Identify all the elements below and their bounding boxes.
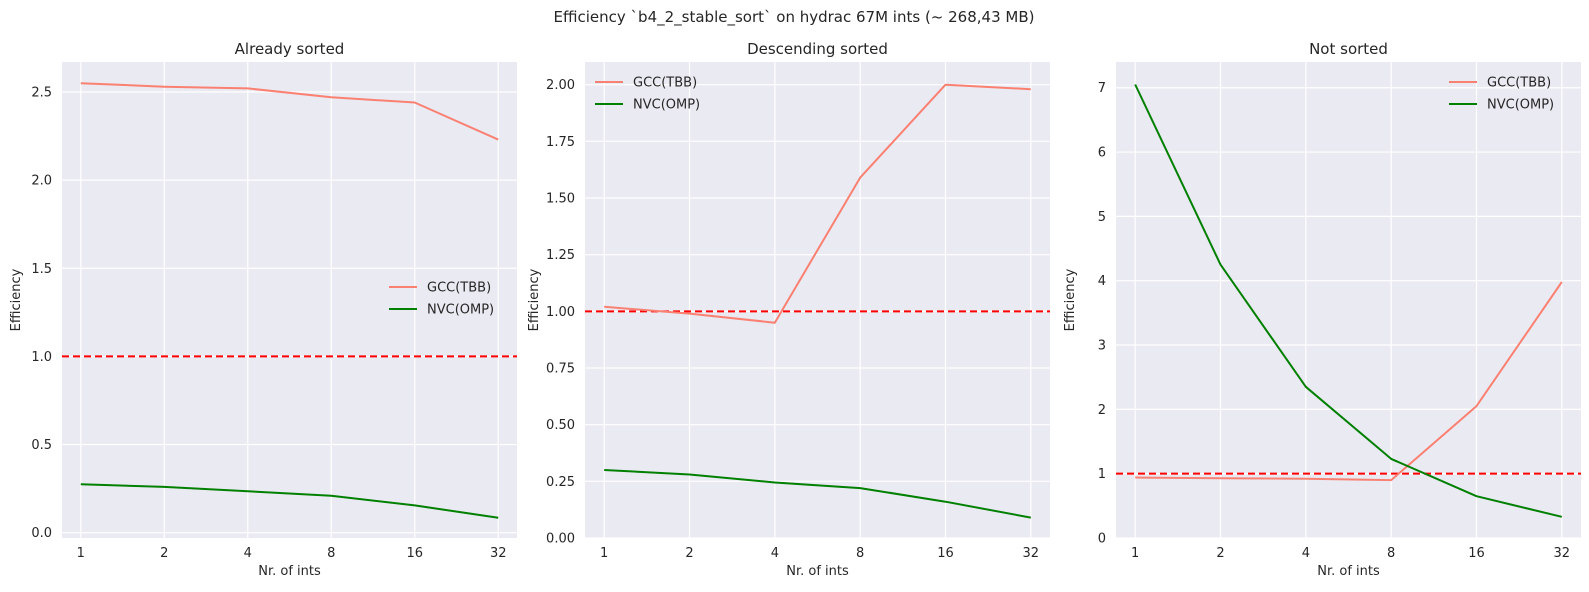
y-tick-label: 0 [1098,532,1106,547]
x-axis-label: Nr. of ints [1317,564,1380,579]
x-tick-label: 8 [856,546,864,561]
chart-title: Descending sorted [747,40,888,58]
series-line-gcc [80,82,499,141]
y-tick-label: 1.0 [31,350,52,365]
y-tick-label: 0.00 [546,532,575,547]
x-tick-label: 16 [937,546,954,561]
y-tick-label: 0.75 [546,362,575,377]
x-axis-label: Nr. of ints [786,564,849,579]
y-tick-label: 2.00 [546,78,575,93]
y-tick-label: 2 [1098,403,1106,418]
x-tick-label: 4 [771,546,779,561]
series-line-nvc [604,469,1031,519]
series-line-nvc [80,483,499,519]
y-tick-label: 3 [1098,339,1106,354]
legend-label-nvc: NVC(OMP) [633,98,700,113]
x-tick-label: 2 [160,546,168,561]
x-tick-label: 4 [244,546,252,561]
x-tick-label: 1 [77,546,85,561]
x-tick-label: 1 [600,546,608,561]
x-tick-label: 2 [685,546,693,561]
y-tick-label: 1.50 [546,192,575,207]
x-tick-label: 1 [1131,546,1139,561]
legend-label-gcc: GCC(TBB) [1487,76,1551,91]
x-tick-label: 2 [1216,546,1224,561]
chart-panel-3: Not sorted 0 1 2 3 4 5 6 7 1 2 4 8 16 32 Nr. of ints Eff… [1063,40,1581,579]
y-tick-label: 6 [1098,146,1106,161]
y-axis-label: Efficiency [527,268,542,331]
x-tick-label: 8 [327,546,335,561]
x-tick-label: 32 [1023,546,1040,561]
series-line-gcc [604,83,1031,324]
chart-panel-1: Already sorted 0.0 0.5 1.0 1.5 2.0 2.5 1 2 4 8 16 32… [9,40,517,579]
legend-label-nvc: NVC(OMP) [427,303,494,318]
chart-title: Already sorted [235,40,345,58]
y-tick-label: 7 [1098,81,1106,96]
legend: GCC(TBB) NVC(OMP) [595,76,700,113]
x-tick-label: 16 [1468,546,1485,561]
y-tick-label: 2.0 [31,174,52,189]
legend-label-nvc: NVC(OMP) [1487,98,1554,113]
y-tick-label: 0.0 [31,526,52,541]
y-tick-label: 0.50 [546,418,575,433]
x-tick-label: 8 [1387,546,1395,561]
y-tick-label: 1.75 [546,135,575,150]
x-tick-label: 32 [490,546,507,561]
plot-area [1116,62,1581,538]
y-axis-label: Efficiency [9,268,24,331]
legend: GCC(TBB) NVC(OMP) [389,281,494,318]
y-tick-label: 1.00 [546,305,575,320]
series-line-nvc [1134,84,1563,518]
plot-area [585,62,1050,538]
legend: GCC(TBB) NVC(OMP) [1449,76,1554,113]
y-tick-label: 0.5 [31,438,52,453]
plot-area [62,62,517,538]
chart-panel-2: Descending sorted 0.00 0.25 0.50 0.75 1.00 1.2… [527,40,1050,579]
y-tick-label: 5 [1098,210,1106,225]
y-tick-label: 4 [1098,274,1106,289]
x-axis-label: Nr. of ints [258,564,321,579]
y-tick-label: 1.5 [31,262,52,277]
x-tick-label: 16 [406,546,423,561]
y-axis-label: Efficiency [1063,268,1078,331]
y-tick-label: 2.5 [31,85,52,100]
x-tick-label: 32 [1554,546,1571,561]
y-tick-label: 1 [1098,467,1106,482]
chart-title: Not sorted [1309,40,1388,58]
x-tick-label: 4 [1302,546,1310,561]
legend-label-gcc: GCC(TBB) [427,281,491,296]
series-line-gcc [1135,281,1563,482]
legend-label-gcc: GCC(TBB) [633,76,697,91]
figure-suptitle: Efficiency `b4_2_stable_sort` on hydrac … [554,8,1035,27]
y-tick-label: 0.25 [546,475,575,490]
y-tick-label: 1.25 [546,248,575,263]
